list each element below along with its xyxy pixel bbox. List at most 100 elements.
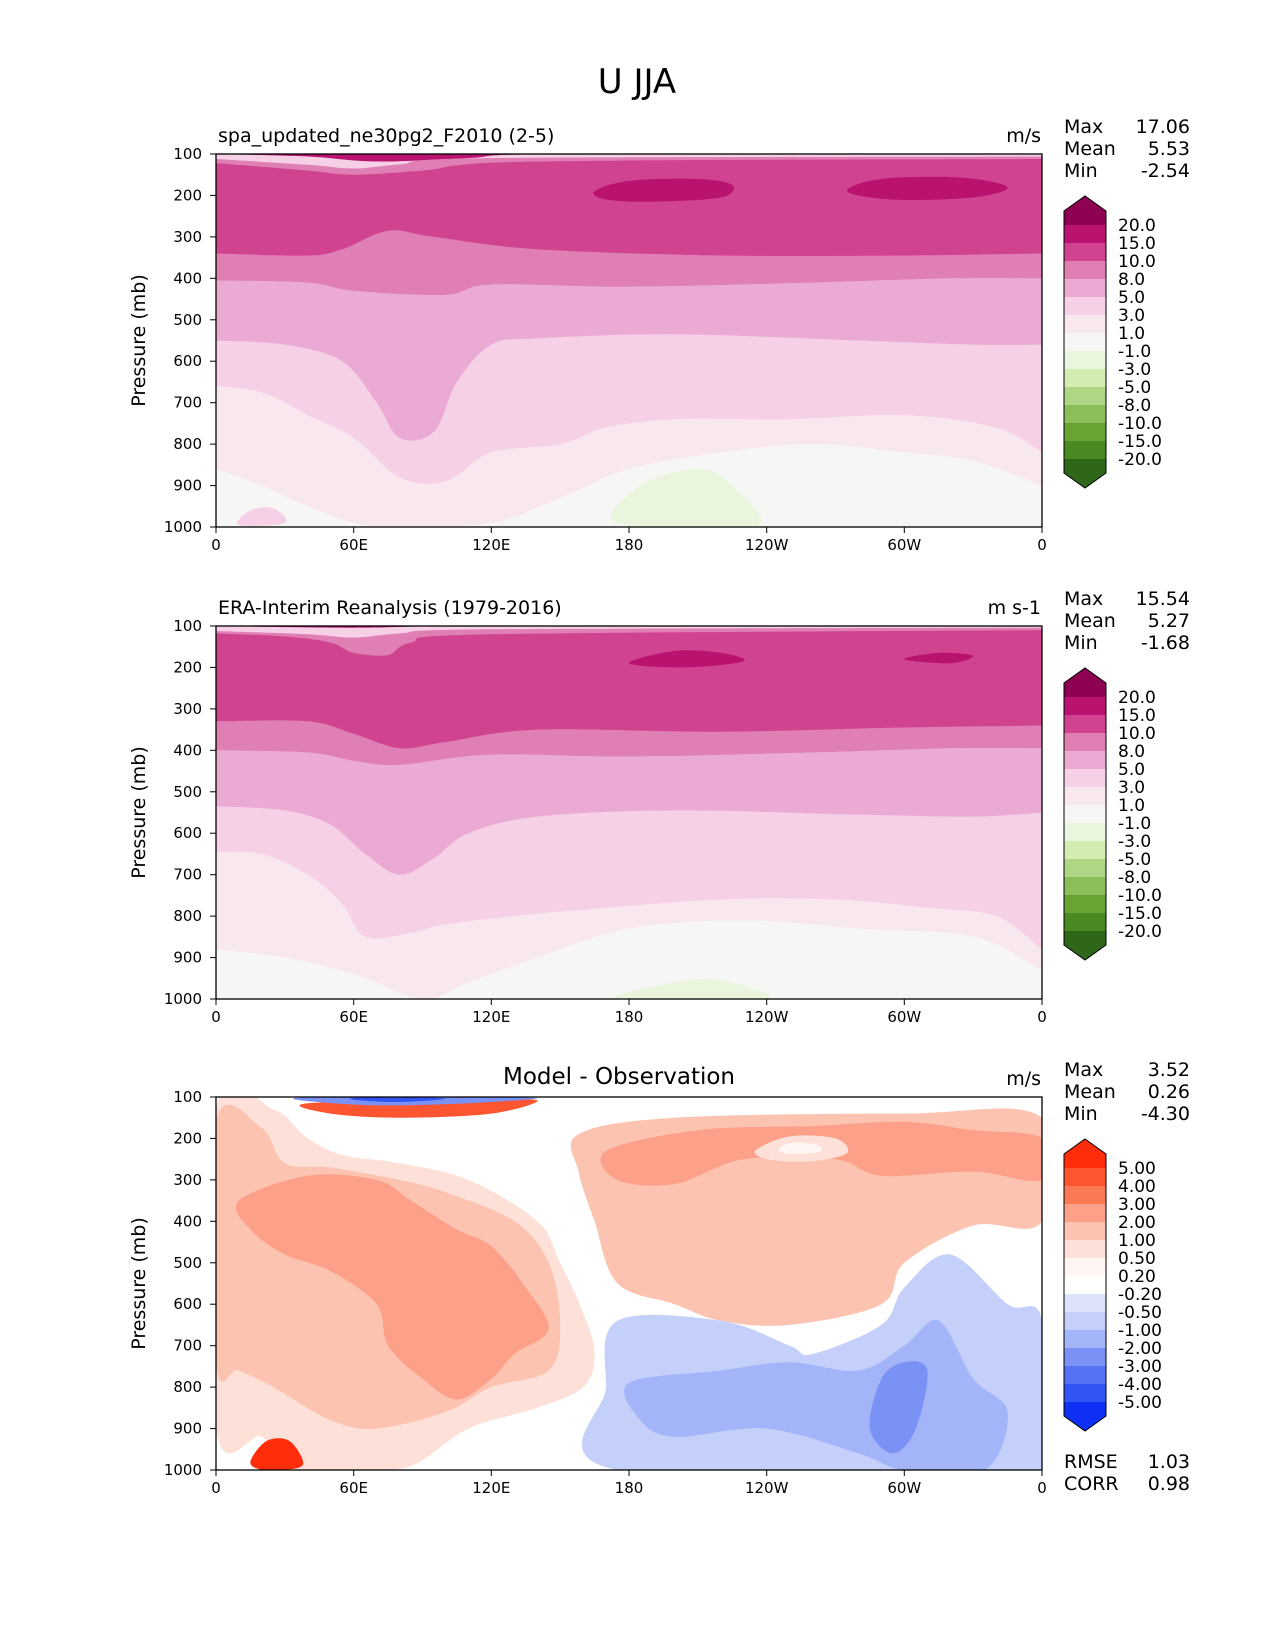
y-tick-label: 800: [173, 1378, 202, 1396]
colorbar-tick-label: 10.0: [1118, 252, 1156, 272]
y-tick-label: 900: [173, 949, 202, 967]
colorbar-tick-label: -3.0: [1118, 360, 1151, 380]
y-tick-label: 200: [173, 1129, 202, 1147]
colorbar-swatch: [1064, 423, 1106, 442]
y-tick-label: 300: [173, 700, 202, 718]
stat-label: Mean: [1064, 1081, 1116, 1103]
contour-region: [593, 178, 735, 202]
colorbar-swatch: [1064, 877, 1106, 896]
colorbar-swatch: [1064, 405, 1106, 424]
colorbar-tick-label: 8.0: [1118, 270, 1145, 290]
x-tick-label: 120W: [745, 1008, 789, 1026]
colorbar-outline: [1063, 1138, 1107, 1432]
colorbar-tick-label: 0.50: [1118, 1249, 1156, 1269]
contour-region: [416, 642, 1042, 726]
colorbar-swatch: [1064, 225, 1106, 244]
x-tick-label: 60E: [339, 1479, 368, 1497]
contour-field: [216, 626, 1042, 999]
stat-label: Min: [1064, 632, 1098, 654]
y-axis-label: Pressure (mb): [128, 274, 150, 407]
colorbar-tick-label: 1.00: [1118, 1231, 1156, 1251]
colorbar-tick-label: -1.0: [1118, 814, 1151, 834]
y-tick-label: 400: [173, 741, 202, 759]
stat-value: -2.54: [1141, 160, 1190, 182]
colorbar-tick-label: 20.0: [1118, 688, 1156, 708]
colorbar-outline: [1063, 195, 1107, 489]
y-tick-label: 700: [173, 866, 202, 884]
colorbar-swatch: [1064, 787, 1106, 806]
colorbar-swatch: [1064, 1366, 1106, 1385]
contour-region: [904, 652, 974, 664]
x-tick-label: 60W: [887, 1008, 921, 1026]
contour-region: [628, 650, 745, 668]
contour-region: [869, 1361, 928, 1454]
colorbar-tick-label: -8.0: [1118, 396, 1151, 416]
y-tick-label: 600: [173, 352, 202, 370]
y-tick-label: 600: [173, 824, 202, 842]
panel-units: m/s: [1006, 125, 1041, 147]
stat-label: Max: [1064, 588, 1103, 610]
contour-region: [614, 978, 771, 999]
colorbar-tick-label: -0.20: [1118, 1285, 1162, 1305]
colorbar-extend-bottom: [1064, 1402, 1106, 1431]
colorbar-tick-label: -1.0: [1118, 342, 1151, 362]
x-tick-label: 0: [1037, 1008, 1047, 1026]
y-axis-label: Pressure (mb): [128, 746, 150, 879]
contour-region: [611, 469, 762, 527]
y-axis-label: Pressure (mb): [128, 1217, 150, 1350]
colorbar-swatch: [1064, 261, 1106, 280]
colorbar-tick-label: 3.0: [1118, 778, 1145, 798]
colorbar-swatch: [1064, 769, 1106, 788]
colorbar-swatch: [1064, 1348, 1106, 1367]
colorbar-tick-label: -1.00: [1118, 1321, 1162, 1341]
y-tick-label: 900: [173, 1420, 202, 1438]
panels: 0 60E 120E 180 120W 60W 0 100 200 300 400 500 600 700…: [128, 116, 1190, 1497]
colorbar-swatch: [1064, 841, 1106, 860]
y-tick-label: 500: [173, 783, 202, 801]
colorbar-tick-label: -20.0: [1118, 922, 1162, 942]
colorbar-tick-label: -5.0: [1118, 378, 1151, 398]
colorbar-tick-label: 15.0: [1118, 706, 1156, 726]
colorbar-swatch: [1064, 1384, 1106, 1403]
contour-region: [846, 176, 1008, 200]
contour-region: [216, 639, 343, 697]
colorbar-swatch: [1064, 805, 1106, 824]
stat-value: 5.27: [1148, 610, 1190, 632]
colorbar-swatch: [1064, 715, 1106, 734]
figure-title: U JJA: [598, 62, 676, 102]
x-tick-label: 0: [1037, 1479, 1047, 1497]
contour-region: [250, 1438, 304, 1470]
x-tick-label: 120E: [472, 1008, 510, 1026]
colorbar-swatch: [1064, 351, 1106, 370]
y-tick-label: 1000: [164, 1461, 202, 1479]
colorbar-swatch: [1064, 1186, 1106, 1205]
colorbar-swatch: [1064, 297, 1106, 316]
colorbar-tick-label: -4.00: [1118, 1375, 1162, 1395]
colorbar-extend-top: [1064, 668, 1106, 697]
y-tick-label: 400: [173, 269, 202, 287]
colorbar-extend-top: [1064, 196, 1106, 225]
panel-1: 0 60E 120E 180 120W 60W 0 100 200 300 400 500 600 700…: [128, 116, 1190, 554]
colorbar-swatch: [1064, 1240, 1106, 1259]
colorbar-extend-top: [1064, 1139, 1106, 1168]
stat-value: 3.52: [1148, 1059, 1190, 1081]
colorbar-tick-label: -8.0: [1118, 868, 1151, 888]
colorbar-swatch: [1064, 823, 1106, 842]
colorbar: 20.015.010.08.05.03.01.0-1.0-3.0-5.0-8.0…: [1063, 195, 1162, 489]
contour-region: [235, 1174, 549, 1400]
colorbar-tick-label: 20.0: [1118, 216, 1156, 236]
stat-value: 5.53: [1148, 138, 1190, 160]
y-tick-label: 200: [173, 658, 202, 676]
stat-value: 15.54: [1136, 588, 1190, 610]
x-tick-label: 120W: [745, 536, 789, 554]
contour-field: [216, 154, 1042, 527]
colorbar-swatch: [1064, 1258, 1106, 1277]
colorbar-swatch: [1064, 895, 1106, 914]
panel-3: 0 60E 120E 180 120W 60W 0 100 200 300 400 500 600 700…: [128, 1059, 1190, 1497]
colorbar-tick-label: -5.0: [1118, 850, 1151, 870]
colorbar-swatch: [1064, 913, 1106, 932]
colorbar-tick-label: 5.00: [1118, 1159, 1156, 1179]
colorbar-tick-label: -3.0: [1118, 832, 1151, 852]
panel-title: Model - Observation: [503, 1064, 735, 1090]
